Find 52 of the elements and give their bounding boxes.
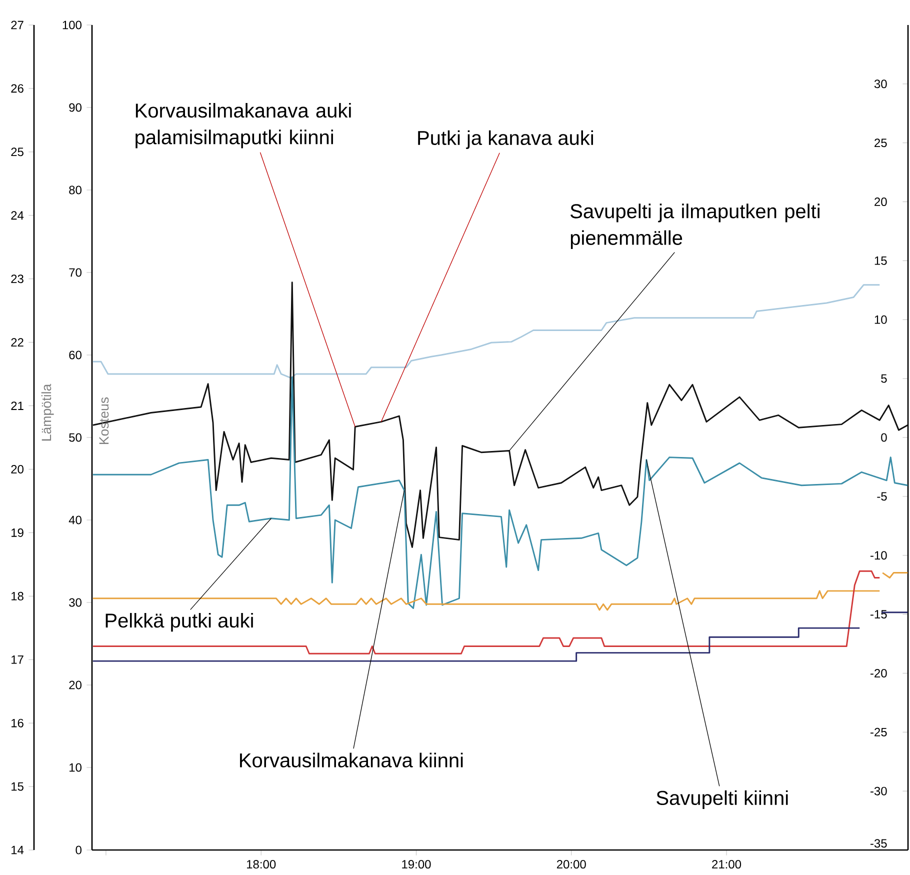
annotation: Korvausilmakanava auki palamisilmaputki kiinni	[136, 102, 351, 148]
y3-tick-label: 26	[11, 84, 24, 93]
y3-tick-label: 23	[11, 274, 24, 284]
y-tick-label: 10	[70, 763, 82, 772]
y2-tick-label: -15	[870, 610, 887, 618]
y-tick-label: 70	[69, 268, 82, 277]
y2-tick-label: -10	[870, 551, 887, 560]
y2-tick-label: -30	[870, 786, 887, 796]
y3-tick-label: 16	[12, 718, 24, 728]
annotation: Putki ja kanava auki	[418, 130, 593, 149]
y2-tick-label: 10	[874, 315, 887, 324]
line-series	[92, 282, 908, 548]
x-tick-label: 21:00	[712, 860, 742, 869]
y2-tick-label: 25	[874, 138, 887, 148]
y-tick-label: 80	[69, 186, 82, 194]
y-tick-label: 100	[62, 20, 82, 30]
y2-tick-label: -35	[870, 839, 887, 848]
y2-tick-label: 15	[874, 256, 887, 265]
y-tick-label: 50	[69, 433, 82, 442]
y-tick-label: 0	[76, 846, 82, 854]
y2-tick-label: 20	[874, 198, 887, 206]
y-axis-title: Kosteus	[99, 397, 109, 444]
y-tick-label: 20	[69, 680, 82, 690]
y3-tick-label: 18	[12, 592, 24, 600]
x-tick-label: 19:00	[402, 860, 431, 869]
x-tick-label: 20:00	[556, 860, 586, 869]
annotation: Pelkkä putki auki	[106, 612, 253, 632]
annotation: Savupelti ja ilmaputken pelti pienemmälle	[570, 204, 820, 249]
y3-axis-title: Lämpötila	[41, 384, 54, 441]
y-tick-label: 40	[68, 516, 82, 524]
y3-tick-label: 24	[11, 211, 24, 220]
annotation: Korvausilmakanava kiinni	[240, 752, 463, 768]
y3-tick-label: 25	[11, 148, 24, 156]
y3-tick-label: 15	[12, 782, 24, 791]
y3-tick-label: 22	[11, 338, 24, 346]
y2-tick-label: 0	[881, 433, 887, 442]
y2-tick-label: -25	[870, 728, 887, 736]
y2-tick-label: -5	[877, 492, 887, 501]
annotation: Savupelti kiinni	[656, 790, 788, 809]
y-tick-label: 30	[69, 598, 82, 607]
y3-tick-label: 20	[11, 464, 24, 474]
y3-tick-label: 27	[11, 20, 24, 30]
x-tick-label: 18:00	[247, 860, 276, 869]
y3-tick-label: 14	[12, 846, 24, 854]
y-tick-label: 90	[69, 103, 82, 112]
y2-tick-label: 5	[881, 374, 887, 383]
y2-tick-label: -20	[870, 668, 887, 678]
y3-tick-label: 21	[11, 402, 24, 410]
y2-tick-label: 30	[874, 80, 887, 88]
y3-tick-label: 17	[12, 655, 24, 664]
y3-tick-label: 19	[12, 528, 24, 537]
y-tick-label: 60	[69, 350, 82, 360]
